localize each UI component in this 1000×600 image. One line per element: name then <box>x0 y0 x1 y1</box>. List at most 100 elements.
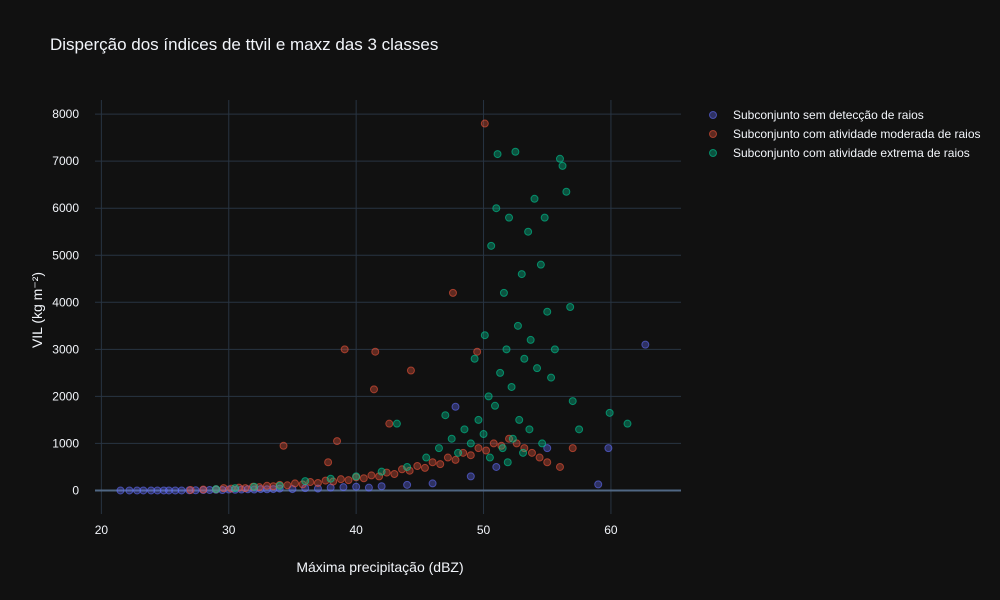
data-point <box>641 340 650 349</box>
data-point <box>139 486 148 495</box>
data-point <box>555 462 564 471</box>
data-point <box>434 444 443 453</box>
data-point <box>538 439 547 448</box>
data-point <box>352 472 361 481</box>
y-tick-label: 7000 <box>52 154 79 168</box>
data-point <box>493 150 502 159</box>
data-point <box>479 430 488 439</box>
data-point <box>250 482 259 491</box>
data-point <box>385 419 394 428</box>
data-point <box>283 481 292 490</box>
data-point <box>219 484 228 493</box>
data-point <box>279 441 288 450</box>
data-point <box>420 463 429 472</box>
x-tick-label: 40 <box>349 523 363 537</box>
data-point <box>520 444 529 453</box>
data-point <box>496 368 505 377</box>
data-point <box>502 345 511 354</box>
data-point <box>441 411 450 420</box>
data-point <box>177 486 186 495</box>
data-point <box>390 470 399 479</box>
data-point <box>428 479 437 488</box>
data-point <box>359 474 368 483</box>
data-point <box>352 482 361 491</box>
legend[interactable]: Subconjunto sem detecção de raios Subconj… <box>709 108 981 160</box>
data-point <box>451 455 460 464</box>
data-point <box>485 453 494 462</box>
data-point <box>530 194 539 203</box>
data-point <box>377 482 386 491</box>
data-point <box>507 382 516 391</box>
data-point <box>474 444 483 453</box>
y-tick-label: 3000 <box>52 342 79 356</box>
data-point <box>451 402 460 411</box>
data-point <box>555 154 564 163</box>
data-point <box>568 397 577 406</box>
y-tick-label: 6000 <box>52 201 79 215</box>
data-point <box>339 483 348 492</box>
data-point <box>186 486 195 495</box>
data-point <box>466 439 475 448</box>
legend-item[interactable]: Subconjunto sem detecção de raios <box>709 108 924 122</box>
data-point <box>377 467 386 476</box>
x-tick-label: 20 <box>95 523 109 537</box>
data-point <box>313 478 322 487</box>
data-point <box>575 425 584 434</box>
data-point <box>326 474 335 483</box>
data-point <box>369 385 378 394</box>
data-point <box>492 204 501 213</box>
legend-label: Subconjunto sem detecção de raios <box>733 108 924 122</box>
data-point <box>473 347 482 356</box>
data-point <box>505 213 514 222</box>
data-point <box>594 480 603 489</box>
data-point <box>492 462 501 471</box>
legend-marker <box>709 111 717 119</box>
data-point <box>558 161 567 170</box>
data-point <box>153 486 162 495</box>
legend-marker <box>709 130 717 138</box>
data-point <box>269 485 278 494</box>
legend-item[interactable]: Subconjunto com atividade moderada de ra… <box>709 127 981 141</box>
data-point <box>487 241 496 250</box>
y-tick-label: 4000 <box>52 295 79 309</box>
data-point <box>605 408 614 417</box>
data-point <box>526 335 535 344</box>
data-point <box>480 331 489 340</box>
data-point <box>116 486 125 495</box>
chart-title: Disperção dos índices de ttvil e maxz da… <box>50 35 438 54</box>
data-point <box>511 147 520 156</box>
legend-marker <box>709 149 717 157</box>
data-point <box>231 484 240 493</box>
data-point <box>517 270 526 279</box>
y-tick-label: 5000 <box>52 248 79 262</box>
data-point <box>460 425 469 434</box>
data-point <box>466 472 475 481</box>
data-point <box>125 486 134 495</box>
data-point <box>547 373 556 382</box>
data-point <box>527 448 536 457</box>
data-point <box>275 481 284 490</box>
data-point <box>205 486 214 495</box>
data-point <box>406 366 415 375</box>
data-point <box>466 451 475 460</box>
data-point <box>443 453 452 462</box>
data-point <box>301 477 310 486</box>
data-point <box>364 483 373 492</box>
series-2 <box>212 147 632 494</box>
data-point <box>499 288 508 297</box>
data-point <box>489 439 498 448</box>
data-point <box>519 448 528 457</box>
data-point <box>199 485 208 494</box>
data-point <box>604 444 613 453</box>
data-point <box>262 481 271 490</box>
y-tick-label: 0 <box>72 483 79 497</box>
legend-item[interactable]: Subconjunto com atividade extrema de rai… <box>709 146 970 160</box>
data-point <box>171 486 180 495</box>
data-point <box>503 458 512 467</box>
data-points <box>116 119 650 495</box>
data-point <box>508 434 517 443</box>
data-point <box>480 119 489 128</box>
data-point <box>371 347 380 356</box>
data-point <box>403 480 412 489</box>
